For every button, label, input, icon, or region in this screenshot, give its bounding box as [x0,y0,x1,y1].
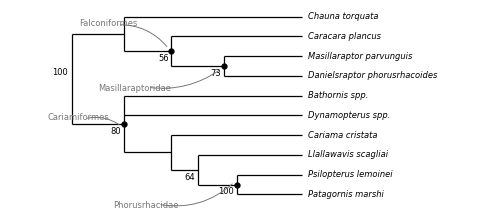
Text: Cariama cristata: Cariama cristata [308,131,377,139]
Text: Cariamiformes: Cariamiformes [48,113,110,122]
Text: Chauna torquata: Chauna torquata [308,12,378,21]
Text: 56: 56 [158,54,168,63]
Text: 80: 80 [111,127,122,136]
Text: 73: 73 [210,69,221,78]
Text: Llallawavis scagliai: Llallawavis scagliai [308,150,388,159]
Text: 100: 100 [52,68,68,77]
Text: 100: 100 [218,187,234,197]
Text: Patagornis marshi: Patagornis marshi [308,190,384,199]
Text: Danielsraptor phorusrhacoides: Danielsraptor phorusrhacoides [308,71,437,80]
Text: Falconiformes: Falconiformes [80,19,138,28]
Text: Phorusrhacidae: Phorusrhacidae [114,201,179,210]
Text: 64: 64 [184,173,195,182]
Text: Psilopterus lemoinei: Psilopterus lemoinei [308,170,392,179]
Text: Masillaraptor parvunguis: Masillaraptor parvunguis [308,52,412,61]
Text: Dynamopterus spp.: Dynamopterus spp. [308,111,390,120]
Text: Masillaraptoridae: Masillaraptoridae [98,84,171,93]
Text: Caracara plancus: Caracara plancus [308,32,380,41]
Text: Bathornis spp.: Bathornis spp. [308,91,368,100]
